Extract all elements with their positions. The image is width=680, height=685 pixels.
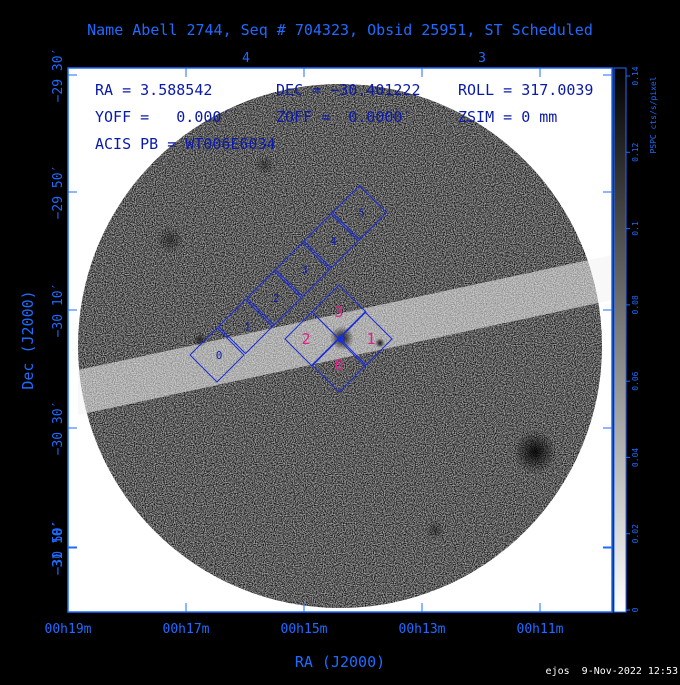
acis-s-chip [331, 184, 388, 241]
y-tick-label: −30 30′ [51, 401, 66, 456]
colorbar-tick-label: 0.04 [631, 448, 640, 467]
ra-readout: RA = 3.588542 [95, 81, 212, 99]
acis-i-chip [311, 337, 367, 393]
acis-s-chip-label: 3 [301, 264, 308, 277]
colorbar-tick-label: 0 [631, 607, 640, 612]
acis-readout: ACIS PB = WT006E6034 [95, 135, 276, 153]
colorbar-tick-label: 0.14 [631, 66, 640, 85]
bright-source [513, 430, 557, 474]
yoff-readout: YOFF = 0.000′ [95, 108, 230, 126]
zoff-readout: ZOFF = 0.0000′ [276, 108, 411, 126]
acis-s-chip [217, 298, 274, 355]
colorbar: 0 0.02 0.04 0.06 0.08 0.1 0.12 0.14 PSPC cts/s/… [613, 66, 658, 613]
y-axis: −29 30′ −29 50′ −30 10′ −30 30′ −30 50′−31 1… [51, 48, 612, 576]
footer-stamp: ejos 9-Nov-2022 12:53 [546, 666, 678, 677]
top-tick-label: 3 [478, 51, 486, 66]
y-tick-label: −29 30′ [51, 48, 66, 103]
bright-source [375, 338, 385, 348]
acis-s-chip [246, 270, 302, 326]
bright-source [193, 333, 207, 347]
dec-readout: DEC = −30.401222 [276, 81, 421, 99]
acis-s-chip-label: 4 [330, 235, 337, 248]
plot-area [67, 67, 613, 613]
acis-i-chip-label: 3 [334, 303, 343, 321]
plot-frame [67, 67, 613, 613]
acis-i-chip [337, 311, 393, 367]
x-axis: 00h19m 00h17m 00h15m 00h13m 00h11m [45, 68, 564, 637]
acis-s-chip [274, 241, 331, 298]
zsim-readout: ZSIM = 0 mm [458, 108, 557, 126]
acis-i-chip-label: 2 [301, 330, 310, 348]
roll-readout: ROLL = 317.0039 [458, 81, 593, 99]
acis-i-chip-label: 0 [334, 356, 343, 374]
x-tick-label: 00h17m [163, 622, 210, 637]
colorbar-tick-label: 0.02 [631, 524, 640, 543]
colorbar-label: PSPC cts/s/pixel [649, 76, 658, 153]
acis-s-chip [189, 327, 245, 383]
acis-s-chip-label: 2 [273, 292, 280, 305]
acis-i-chip-label: 1 [366, 330, 375, 348]
bright-source [425, 520, 445, 540]
colorbar-tick-label: 0.1 [631, 221, 640, 236]
x-tick-label: 00h11m [517, 622, 564, 637]
top-tick-label: 4 [242, 51, 250, 66]
figure-title: Name Abell 2744, Seq # 704323, Obsid 259… [87, 21, 593, 39]
colorbar-tick-label: 0.06 [631, 371, 640, 390]
acis-s-chip-label: 0 [216, 349, 223, 362]
colorbar-tick-label: 0.12 [631, 142, 640, 161]
x-tick-label: 00h15m [281, 622, 328, 637]
colorbar-tick-label: 0.08 [631, 295, 640, 314]
x-tick-label: 00h13m [399, 622, 446, 637]
x-axis-label: RA (J2000) [295, 653, 385, 671]
acis-i-chip [311, 284, 367, 340]
y-tick-label: −30 50′ [51, 520, 66, 575]
bright-source [255, 155, 275, 175]
acis-s-chip-label: 1 [244, 321, 251, 334]
bright-source [156, 226, 184, 254]
acis-s-chip [303, 213, 359, 269]
acis-s-chip-label: 5 [358, 207, 365, 220]
y-tick-label: −30 10′ [51, 283, 66, 338]
y-tick-label: −29 50′ [51, 165, 66, 220]
y-axis-label: Dec (J2000) [19, 290, 37, 389]
colorbar-scale [613, 67, 627, 613]
x-tick-label: 00h19m [45, 622, 92, 637]
y-tick-label: −31 10′ [51, 521, 66, 576]
acis-chips: 0 1 2 3 4 5 0 1 2 3 [189, 184, 393, 393]
pointing-info: RA = 3.588542 DEC = −30.401222 ROLL = 31… [95, 81, 593, 153]
